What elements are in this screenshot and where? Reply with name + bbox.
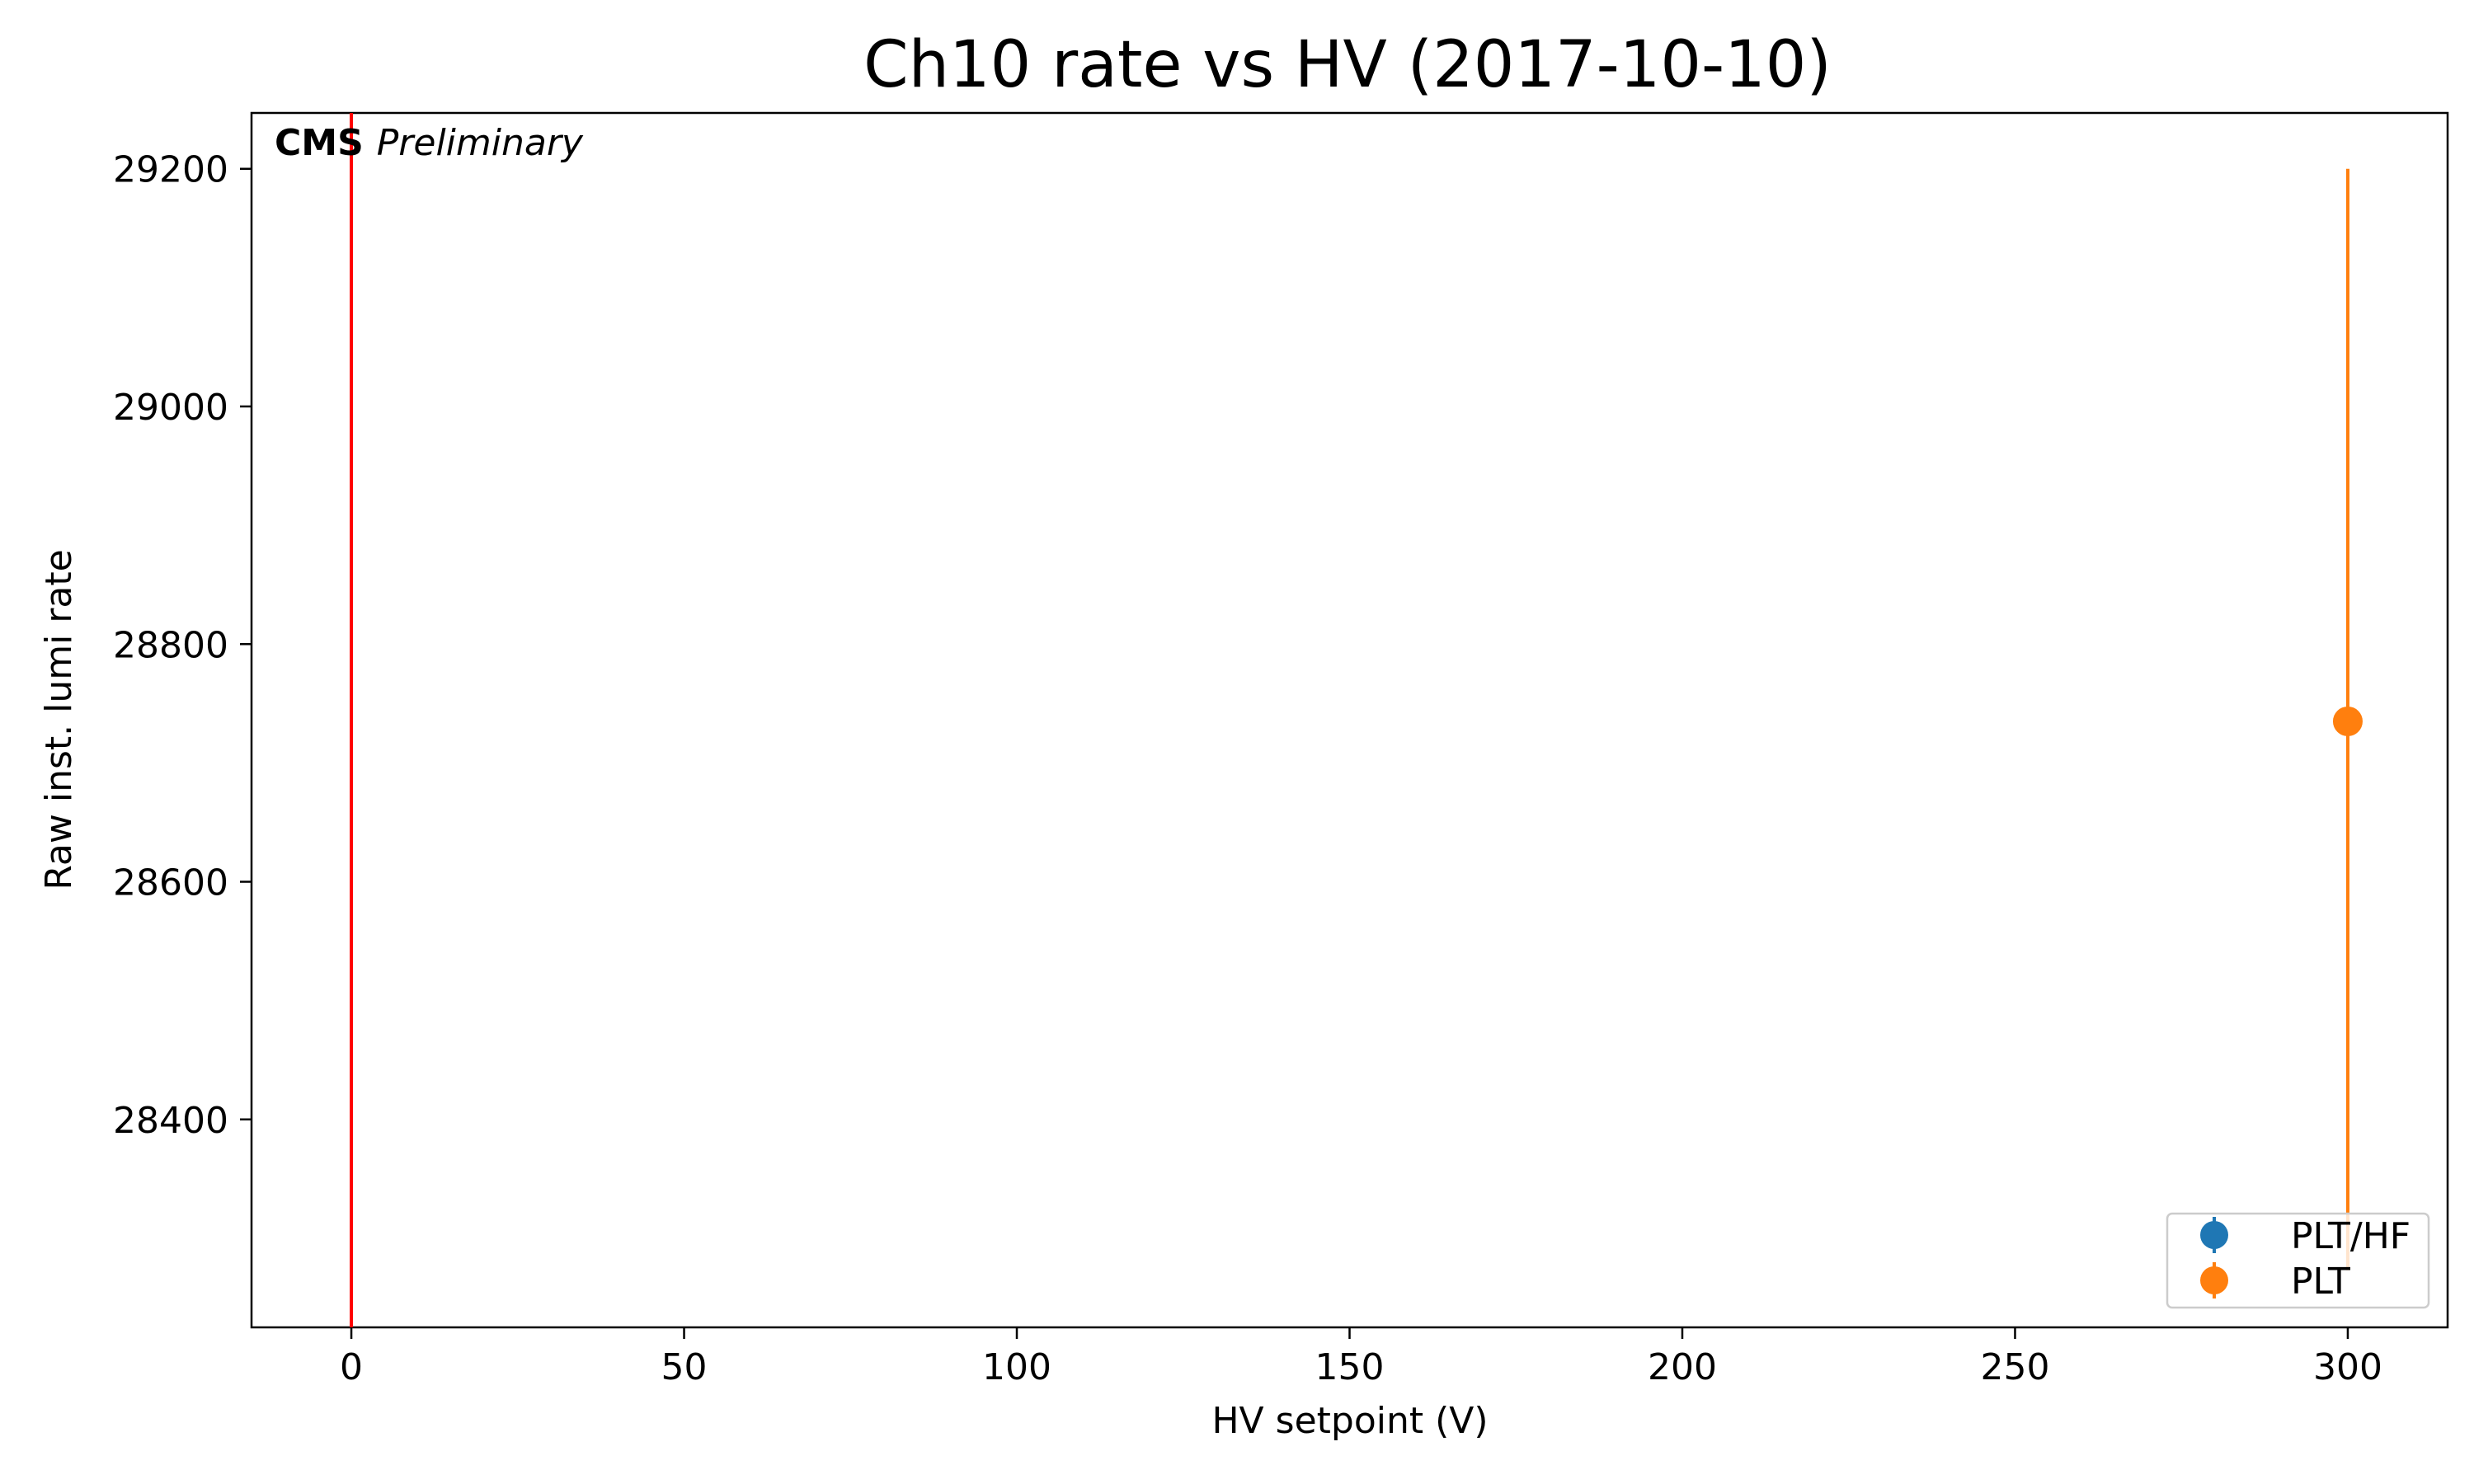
data-point [2332,706,2363,736]
y-tick-label: 28400 [113,1100,228,1142]
watermark-bold: CMS [275,122,364,164]
x-tick-label: 300 [2313,1346,2382,1388]
y-tick-label: 29000 [113,387,228,429]
legend-box [2166,1212,2430,1309]
cms-preliminary-label: CMS Preliminary [275,122,584,164]
x-tick-label: 100 [982,1346,1051,1388]
legend-label: PLT [2291,1261,2350,1303]
watermark-italic: Preliminary [377,122,584,164]
y-tick-label: 28600 [113,862,228,904]
x-tick-label: 200 [1648,1346,1717,1388]
legend-label: PLT/HF [2291,1215,2411,1257]
legend-marker [2200,1221,2228,1249]
y-tick-label: 29200 [113,149,228,191]
plot-frame [250,111,2449,1329]
data-marks [2332,168,2363,1270]
y-axis-label: Raw inst. lumi rate [38,549,80,890]
chart-title: Ch10 rate vs HV (2017-10-10) [863,28,1832,102]
x-tick-label: 250 [1980,1346,2049,1388]
x-axis-ticks: 0 50 100 150 200 250 300 [340,1327,2382,1388]
x-tick-label: 0 [340,1346,363,1388]
y-tick-label: 28800 [113,624,228,666]
legend-marker [2200,1266,2228,1294]
x-tick-label: 50 [661,1346,708,1388]
x-axis-label: HV setpoint (V) [1211,1400,1488,1442]
plot-area: 0 50 100 150 200 250 300 284002860028800290002… [113,111,2449,1388]
y-axis-ticks: 28400 28600 28800 29000 29200 [113,149,252,1142]
x-tick-label: 150 [1315,1346,1385,1388]
